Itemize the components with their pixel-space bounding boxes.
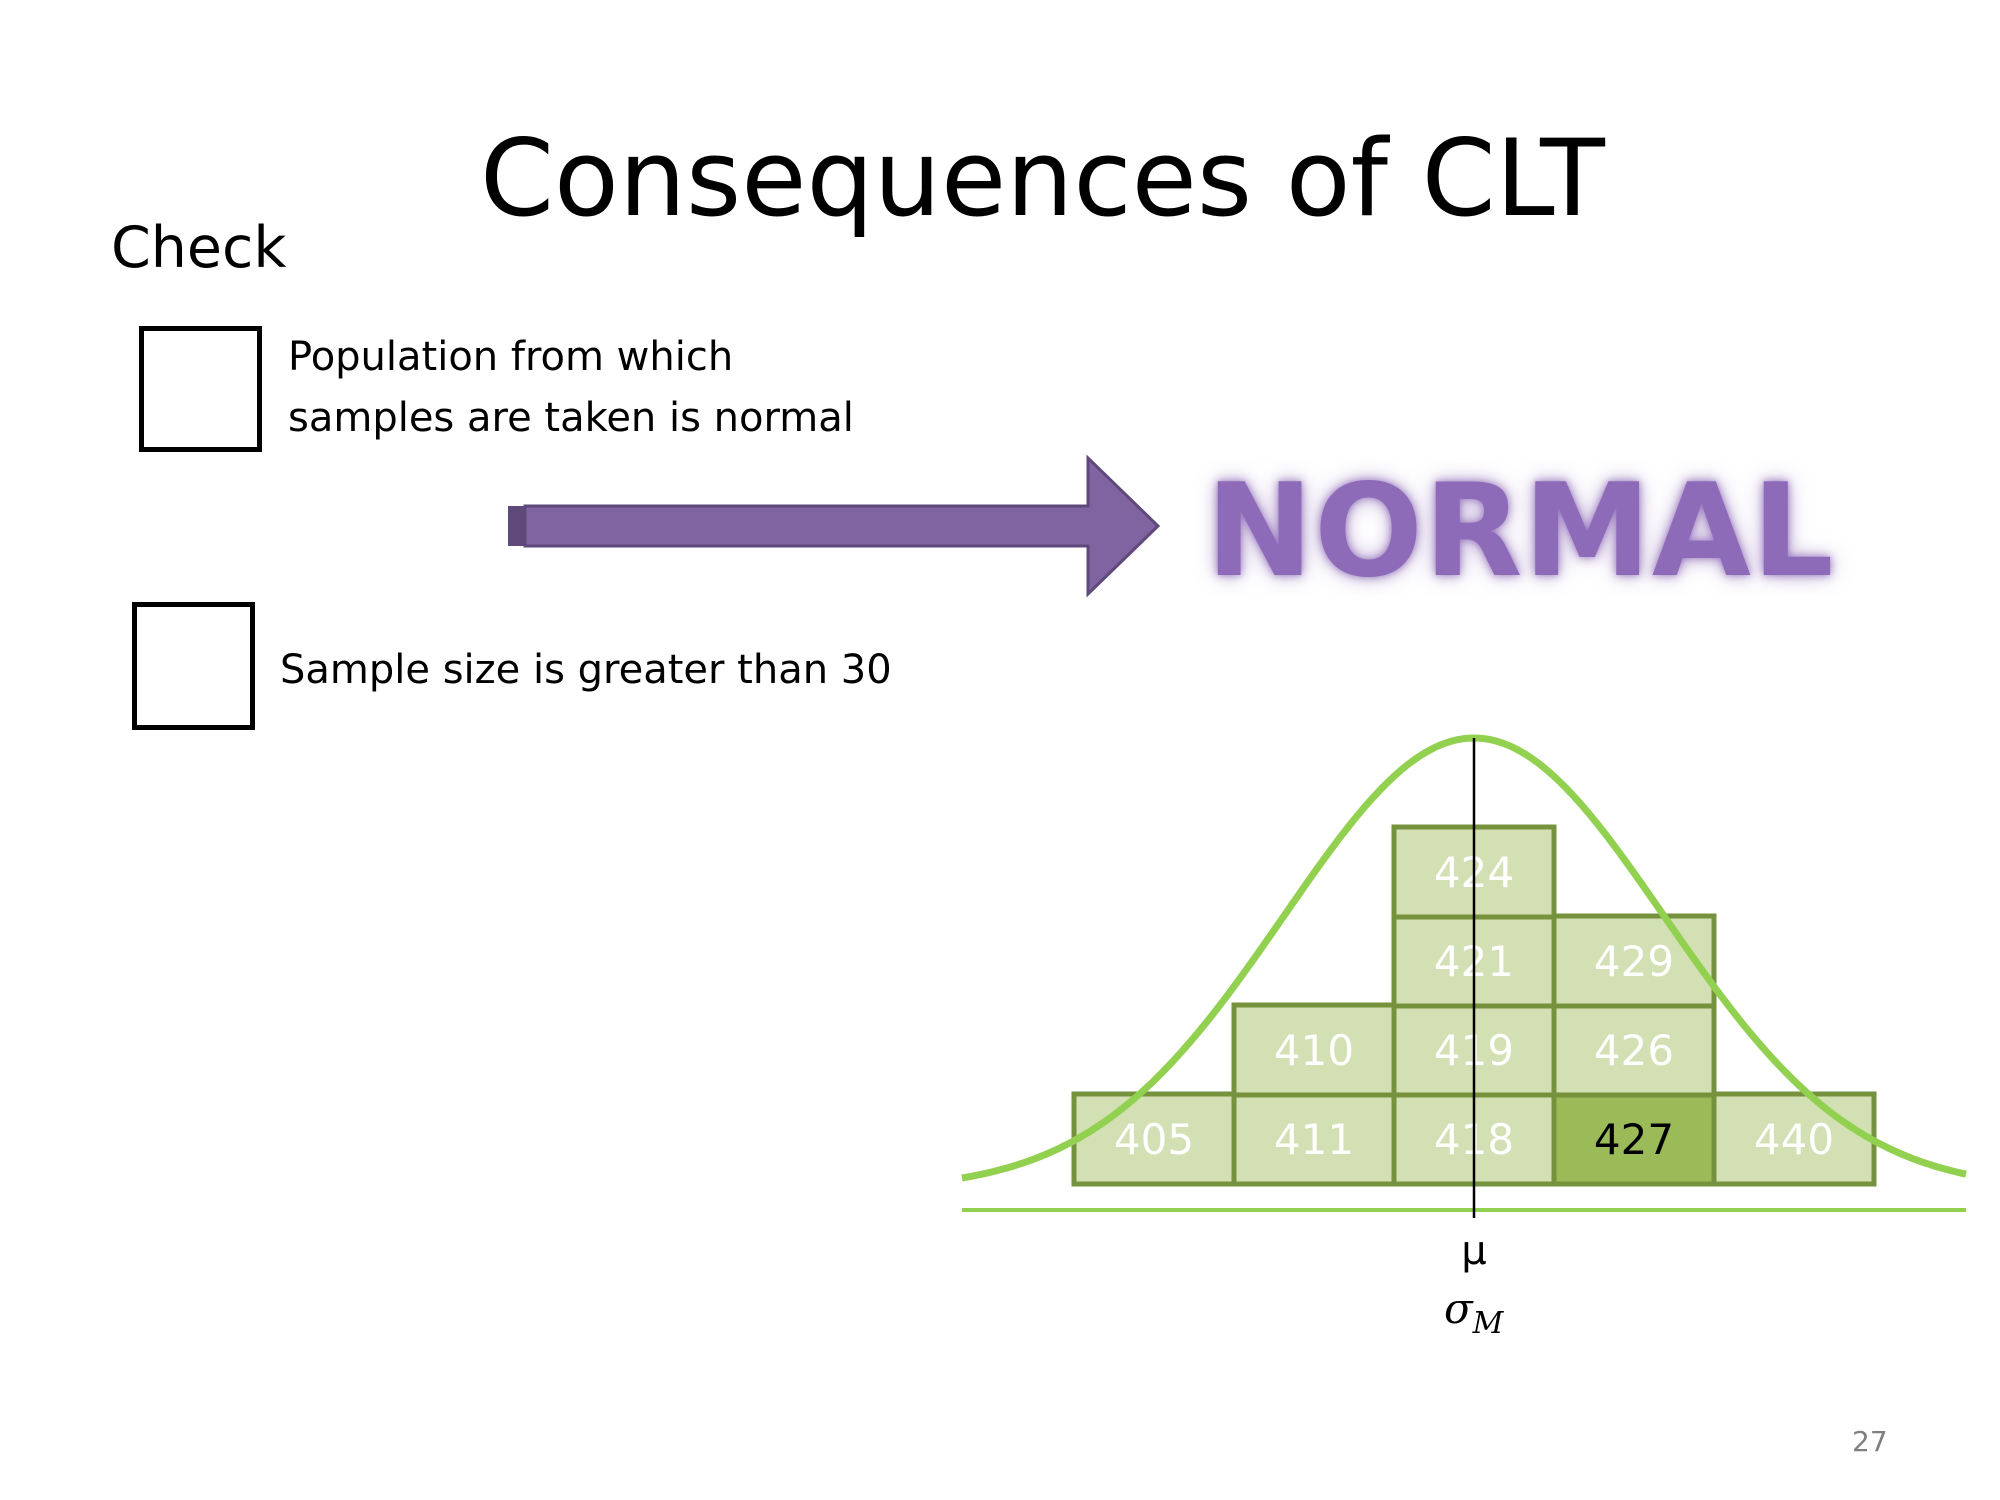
sd-label: σM xyxy=(1444,1284,1505,1341)
arrow-right-icon xyxy=(508,454,1161,598)
sample-mean-tile-label: 427 xyxy=(1594,1115,1674,1164)
mean-label: μ xyxy=(1461,1228,1486,1274)
normal-result-label: NORMAL xyxy=(1206,457,1835,606)
sample-mean-tile-label: 429 xyxy=(1594,937,1674,986)
sample-size-label: Sample size is greater than 30 xyxy=(280,647,892,693)
population-normal-checkbox[interactable] xyxy=(139,326,262,452)
sample-mean-tile-label: 410 xyxy=(1274,1026,1354,1075)
sample-mean-tile-label: 411 xyxy=(1274,1115,1354,1164)
population-normal-label: Population from which samples are taken … xyxy=(288,334,854,441)
sample-mean-tile xyxy=(1711,1091,1877,1187)
sample-mean-tile xyxy=(1231,1002,1397,1098)
check-heading: Check xyxy=(111,215,287,281)
normal-curve xyxy=(961,734,1967,1182)
sample-mean-tile xyxy=(1551,1002,1717,1098)
sample-mean-tile-label: 440 xyxy=(1754,1115,1834,1164)
sample-mean-tile xyxy=(1551,913,1717,1009)
arrow-body xyxy=(523,454,1161,598)
sample-size-checkbox[interactable] xyxy=(132,602,255,730)
sample-mean-tile-label: 426 xyxy=(1594,1026,1674,1075)
sample-mean-tile-label: 405 xyxy=(1114,1115,1194,1164)
slide-title: Consequences of CLT xyxy=(480,117,1605,240)
page-number: 27 xyxy=(1852,1425,1888,1458)
